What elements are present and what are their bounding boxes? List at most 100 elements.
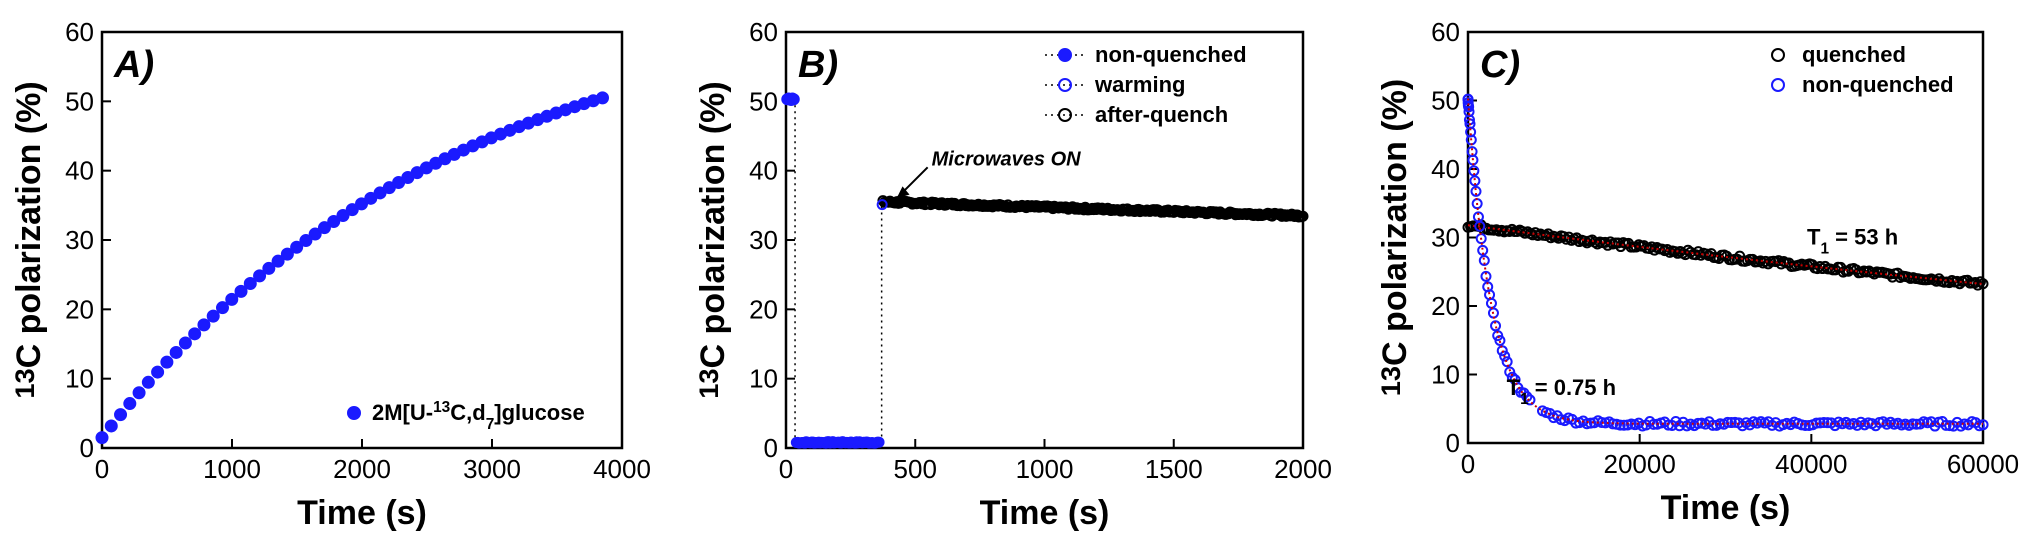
- legend-label-part: 13: [433, 399, 450, 416]
- data-point: [206, 309, 220, 323]
- data-point: [1630, 241, 1642, 253]
- panel-a: 0 1000 2000 3000 4000 0 10 20 30 40 50 60 Time (s) 13…: [9, 17, 651, 532]
- annotation-text-part: = 53 h: [1829, 224, 1898, 249]
- data-point: [1506, 223, 1518, 235]
- y-tick-label: 60: [1431, 17, 1460, 47]
- legend-marker: [1058, 78, 1072, 92]
- annotation-text: T1 = 53 h: [1807, 224, 1898, 257]
- annotation-text-part: 1: [1820, 240, 1829, 257]
- legend-label: non-quenched: [1095, 42, 1247, 67]
- y-tick-label: 20: [749, 294, 778, 324]
- data-point: [151, 365, 165, 379]
- y-tick-label: 40: [65, 156, 94, 186]
- y-axis-label-part: C polarization (%): [1376, 79, 1414, 366]
- data-point: [1478, 254, 1490, 266]
- legend-label-part: C,d: [450, 400, 485, 425]
- x-tick-label: 60000: [1947, 449, 2019, 479]
- y-tick-label: 0: [80, 433, 94, 463]
- data-point: [1614, 419, 1626, 431]
- legend-label-part: 7: [486, 416, 495, 433]
- legend-label: 2M[U-13C,d7]glucose: [372, 399, 585, 433]
- y-tick-label: 50: [1431, 86, 1460, 116]
- x-tick-label: 3000: [463, 454, 521, 484]
- legend-marker: [1771, 48, 1785, 62]
- data-point: [1685, 246, 1697, 258]
- legend-label: warming: [1094, 72, 1185, 97]
- x-tick-label: 4000: [593, 454, 651, 484]
- y-tick-label: 60: [749, 17, 778, 47]
- y-tick-label: 40: [749, 156, 778, 186]
- data-point: [308, 227, 322, 241]
- y-axis-label-part: 13: [693, 368, 724, 398]
- data-point: [1469, 175, 1481, 187]
- y-axis-label: 13C polarization (%): [9, 81, 48, 398]
- data-point: [1974, 276, 1986, 288]
- panel-label: C): [1480, 44, 1520, 86]
- data-point: [787, 93, 800, 106]
- x-tick-label: 1000: [203, 454, 261, 484]
- data-point: [1707, 419, 1719, 431]
- data-point: [364, 191, 378, 205]
- data-point: [1468, 165, 1480, 177]
- y-tick-label: 30: [65, 225, 94, 255]
- data-point: [262, 261, 276, 275]
- y-tick-label: 40: [1431, 154, 1460, 184]
- data-point: [132, 386, 146, 400]
- y-tick-label: 20: [1431, 291, 1460, 321]
- x-tick-label: 500: [894, 454, 937, 484]
- legend-marker: [347, 406, 361, 420]
- data-point: [336, 208, 350, 222]
- data-point: [1506, 371, 1518, 383]
- y-tick-label: 10: [749, 364, 778, 394]
- legend-label-part: ]glucose: [494, 400, 584, 425]
- data-point: [1524, 394, 1536, 406]
- y-tick-label: 50: [749, 86, 778, 116]
- data-point: [1504, 366, 1516, 378]
- data-point: [1591, 238, 1603, 250]
- data-point: [95, 431, 109, 445]
- y-axis-label-part: C polarization (%): [10, 81, 48, 368]
- data-point: [1930, 275, 1942, 287]
- data-point: [596, 91, 609, 105]
- data-point: [141, 375, 155, 389]
- y-axis-label-part: 13: [1375, 366, 1406, 396]
- y-tick-label: 30: [1431, 223, 1460, 253]
- data-point: [123, 397, 137, 411]
- data-point: [1799, 419, 1811, 431]
- panel-label: B): [798, 44, 838, 86]
- data-point: [178, 336, 192, 350]
- data-point: [253, 269, 267, 283]
- legend-label: non-quenched: [1802, 72, 1954, 97]
- data-point: [290, 240, 304, 254]
- data-point: [1297, 210, 1309, 222]
- y-tick-label: 10: [65, 364, 94, 394]
- data-point: [876, 199, 888, 211]
- data-point: [1618, 419, 1630, 431]
- y-tick-label: 50: [65, 86, 94, 116]
- data-point: [234, 284, 248, 298]
- data-point: [327, 215, 341, 229]
- data-point: [225, 292, 239, 306]
- x-axis-label: Time (s): [980, 494, 1110, 532]
- data-point: [1818, 417, 1830, 429]
- data-point: [1494, 334, 1506, 346]
- fit-line: [1467, 224, 1984, 285]
- data-point: [1477, 244, 1489, 256]
- y-axis-label-part: 13: [9, 368, 40, 398]
- y-tick-label: 0: [764, 433, 778, 463]
- data-point: [1722, 416, 1734, 428]
- data-point: [1725, 417, 1737, 429]
- data-point: [1470, 185, 1482, 197]
- x-tick-label: 1500: [1145, 454, 1203, 484]
- annotation-text-part: T: [1807, 224, 1821, 249]
- y-tick-label: 0: [1446, 428, 1460, 458]
- data-point: [1599, 236, 1611, 248]
- y-tick-label: 10: [1431, 360, 1460, 390]
- data-point: [169, 345, 183, 359]
- data-point: [1499, 350, 1511, 362]
- legend-marker: [1058, 48, 1072, 62]
- data-point: [1463, 101, 1475, 113]
- data-point: [215, 301, 229, 315]
- legend-label-part: 2M[U-: [372, 400, 433, 425]
- data-point: [1474, 220, 1486, 232]
